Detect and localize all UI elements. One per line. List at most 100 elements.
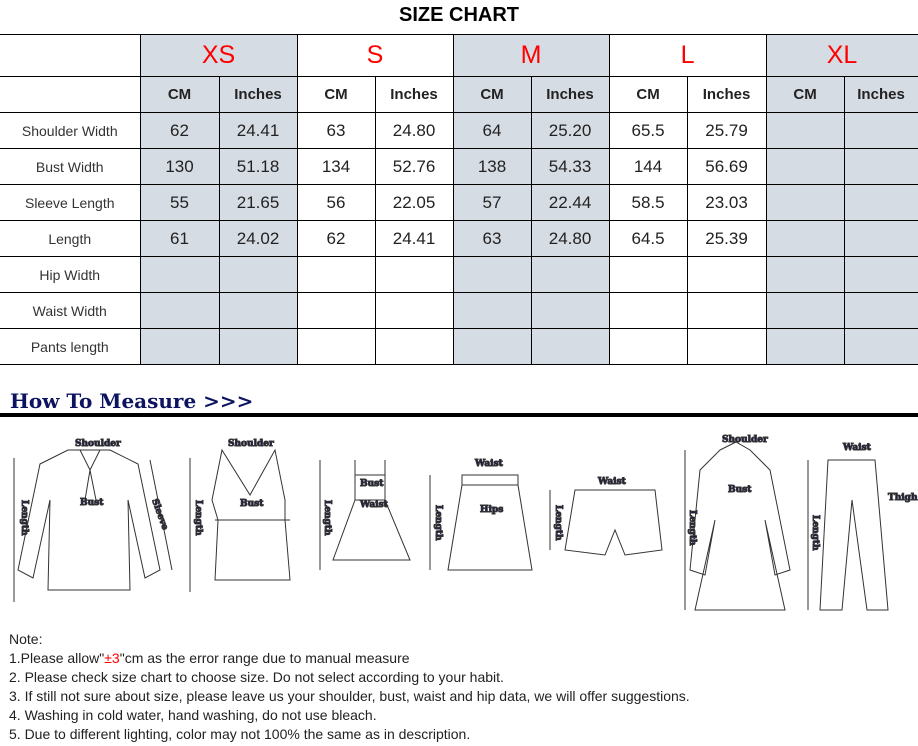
unit-inches: Inches — [530, 76, 610, 113]
value-cell — [843, 256, 918, 293]
size-s: S — [296, 34, 454, 77]
value-cell — [686, 256, 767, 293]
tank-figure: Shoulder Bust Length — [189, 439, 291, 592]
value-cell: 64 — [452, 112, 532, 149]
value-cell — [139, 328, 220, 365]
unit-cm: CM — [608, 76, 688, 113]
unit-inches: Inches — [843, 76, 918, 113]
label-shoulder: Shoulder — [228, 439, 274, 449]
value-cell — [530, 256, 610, 293]
table-row: Waist Width — [0, 292, 918, 329]
label-thigh: Thigh — [888, 493, 918, 503]
value-cell: 24.41 — [374, 220, 454, 257]
size-header-row: XS S M L XL — [0, 34, 918, 77]
unit-cm: CM — [452, 76, 532, 113]
label-length: Length — [433, 505, 443, 541]
label-length: Length — [193, 500, 203, 536]
value-cell: 24.80 — [374, 112, 454, 149]
value-cell: 64.5 — [608, 220, 688, 257]
value-cell: 22.44 — [530, 184, 610, 221]
notes-heading: Note: — [9, 631, 43, 647]
table-row: Sleeve Length 55 21.65 56 22.05 57 22.44 58.5 23… — [0, 184, 918, 221]
dress-figure: Bust Waist Length — [319, 460, 411, 570]
table-row: Hip Width — [0, 256, 918, 293]
label-hips: Hips — [480, 505, 503, 515]
value-cell: 25.79 — [686, 112, 767, 149]
value-cell — [843, 148, 918, 185]
value-cell — [139, 256, 220, 293]
value-cell — [296, 328, 376, 365]
value-cell — [530, 328, 610, 365]
row-label: Bust Width — [0, 148, 141, 185]
value-cell: 63 — [452, 220, 532, 257]
label-length: Length — [322, 500, 332, 536]
value-cell — [374, 292, 454, 329]
value-cell — [608, 292, 688, 329]
label-length: Length — [553, 505, 563, 541]
label-sleeve: Sleeve — [149, 498, 170, 532]
value-cell — [765, 220, 845, 257]
value-cell: 24.02 — [218, 220, 298, 257]
value-cell — [139, 292, 220, 329]
value-cell: 134 — [296, 148, 376, 185]
value-cell: 62 — [139, 112, 220, 149]
note-1-text: "cm as the error range due to manual mea… — [119, 650, 410, 666]
notes: Note: 1.Please allow"±3"cm as the error … — [9, 630, 690, 744]
note-1-text: 1.Please allow" — [9, 650, 105, 666]
unit-header-row: CM Inches CM Inches CM Inches CM Inches CM Inches — [0, 76, 918, 113]
row-label: Sleeve Length — [0, 184, 141, 221]
value-cell — [218, 328, 298, 365]
row-label: Waist Width — [0, 292, 141, 329]
value-cell — [765, 256, 845, 293]
value-cell: 51.18 — [218, 148, 298, 185]
value-cell — [296, 292, 376, 329]
divider — [0, 413, 918, 417]
value-cell — [452, 256, 532, 293]
row-label: Length — [0, 220, 141, 257]
page-title: SIZE CHART — [399, 4, 519, 26]
unit-inches: Inches — [374, 76, 454, 113]
skirt-figure: Waist Hips Length — [429, 459, 533, 571]
value-cell: 55 — [139, 184, 220, 221]
tolerance-value: ±3 — [104, 650, 120, 666]
value-cell — [765, 292, 845, 329]
row-label: Pants length — [0, 328, 141, 365]
value-cell — [765, 148, 845, 185]
value-cell — [686, 292, 767, 329]
note-4: 4. Washing in cold water, hand washing, … — [9, 707, 377, 723]
value-cell: 52.76 — [374, 148, 454, 185]
value-cell — [608, 256, 688, 293]
label-length: Length — [687, 510, 697, 546]
value-cell: 63 — [296, 112, 376, 149]
value-cell — [843, 112, 918, 149]
value-cell: 24.80 — [530, 220, 610, 257]
label-bust: Bust — [80, 498, 104, 508]
value-cell: 61 — [139, 220, 220, 257]
size-l: L — [608, 34, 767, 77]
value-cell: 58.5 — [608, 184, 688, 221]
label-length: Length — [19, 500, 29, 536]
size-xl: XL — [765, 34, 918, 77]
value-cell — [765, 112, 845, 149]
value-cell — [218, 292, 298, 329]
shorts-figure: Waist Length — [549, 477, 663, 556]
value-cell — [452, 292, 532, 329]
pants-figure: Waist Thigh Length — [807, 443, 918, 611]
label-waist: Waist — [359, 500, 389, 510]
value-cell — [374, 328, 454, 365]
measurement-illustrations: Shoulder Bust Length Sleeve Shoulder Bus… — [13, 435, 918, 611]
value-cell — [843, 328, 918, 365]
row-label: Hip Width — [0, 256, 141, 293]
value-cell — [686, 328, 767, 365]
label-bust: Bust — [728, 485, 752, 495]
unit-cm: CM — [765, 76, 845, 113]
table-row: Pants length — [0, 328, 918, 365]
value-cell: 56.69 — [686, 148, 767, 185]
value-cell — [843, 184, 918, 221]
size-m: M — [452, 34, 610, 77]
note-5: 5. Due to different lighting, color may … — [9, 726, 471, 742]
how-to-measure-heading: How To Measure >>> — [10, 389, 254, 413]
corner-cell — [0, 34, 141, 77]
value-cell: 65.5 — [608, 112, 688, 149]
note-1: 1.Please allow"±3"cm as the error range … — [9, 649, 690, 668]
